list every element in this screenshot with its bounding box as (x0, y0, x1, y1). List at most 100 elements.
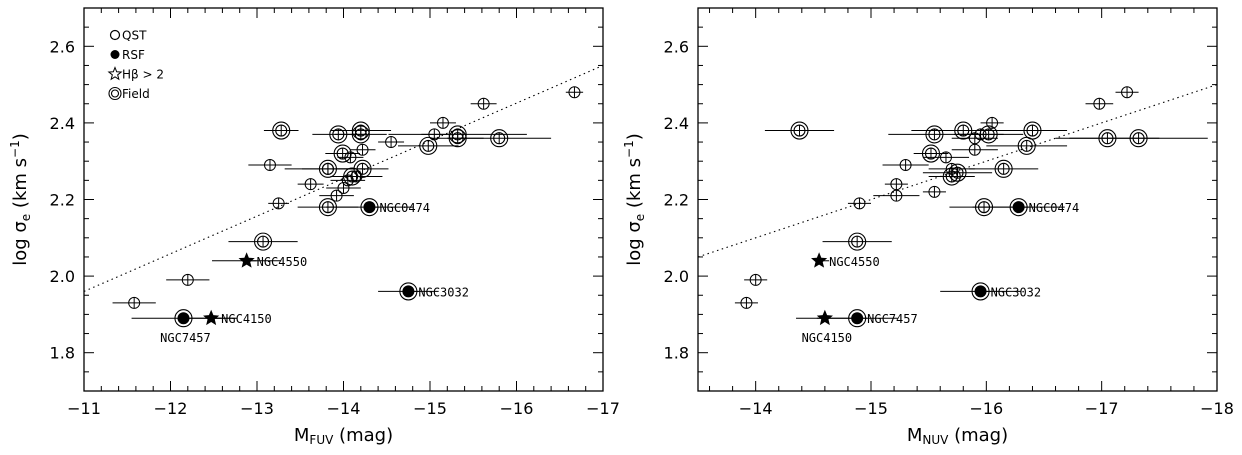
point-ngc0474: NGC0474 (972, 198, 1079, 217)
point-label: NGC0474 (379, 201, 430, 215)
point-marker-outer (790, 121, 809, 140)
data-point (565, 86, 584, 99)
point-ngc3032: NGC3032 (378, 282, 469, 301)
data-point (764, 121, 835, 140)
point-marker-outer (318, 159, 337, 178)
y-tick-label: 2.2 (50, 191, 75, 210)
point-marker-outer (490, 129, 509, 148)
legend-label: RSF (122, 48, 145, 62)
data-point (166, 273, 210, 286)
point-ngc7457: NGC7457 (131, 309, 236, 345)
data-point (112, 296, 156, 309)
y-tick-label: 2.4 (664, 114, 689, 133)
point-label: NGC3032 (418, 285, 469, 299)
point-label: NGC4550 (829, 255, 880, 269)
legend-marker-filled (110, 50, 120, 59)
data-point (470, 97, 497, 110)
left-panel-fuv: −11 −12 −13 −14 −15 −16 −17 1.8 2.0 2.2 2.4 2.6 MFUV… (8, 7, 620, 447)
data-point (297, 178, 324, 191)
y-tick-label: 1.8 (50, 344, 75, 363)
x-tick-label: −14 (739, 399, 773, 418)
point-label: NGC4150 (802, 331, 853, 345)
x-axis-label: MFUV (mag) (294, 425, 393, 447)
x-tick-label: −13 (240, 399, 274, 418)
data-point (986, 136, 1068, 155)
point-label: NGC3032 (991, 285, 1042, 299)
x-tick-label: −18 (1200, 399, 1234, 418)
data-point (430, 116, 456, 129)
data-point (822, 232, 892, 251)
point-marker-filled (1012, 201, 1025, 214)
fit-line (697, 84, 1218, 258)
data-point (884, 178, 908, 191)
legend-marker-inner (110, 89, 120, 98)
data-point (913, 144, 949, 163)
x-axis-label: MNUV (mag) (907, 425, 1008, 447)
point-marker-outer (948, 163, 967, 182)
point-marker-star (811, 252, 828, 268)
point-label: NGC7457 (867, 312, 918, 326)
point-marker-filled (363, 201, 376, 214)
y-tick-label: 2.6 (664, 37, 689, 56)
data-point (954, 125, 1024, 144)
plot-frame (697, 7, 1218, 392)
legend-label: Field (122, 87, 150, 101)
point-marker-outer (343, 167, 362, 186)
data-point (922, 185, 946, 198)
y-tick-label: 1.8 (664, 344, 689, 363)
legend-label: QST (122, 29, 147, 43)
x-tick-label: −15 (413, 399, 447, 418)
data-point (319, 189, 354, 202)
y-tick-label: 2.0 (50, 267, 75, 286)
point-marker-outer (994, 159, 1013, 178)
point-marker-outer (333, 144, 352, 163)
point-ngc4150: NGC4150 (185, 309, 272, 326)
data-point (873, 189, 920, 202)
y-axis-label: log σe (km s−1) (8, 133, 33, 266)
point-marker-filled (851, 312, 864, 325)
data-point (1085, 97, 1114, 110)
data-point (1115, 86, 1139, 99)
data-point (334, 125, 387, 144)
data-point (263, 121, 299, 140)
x-tick-label: −16 (969, 399, 1003, 418)
point-marker-star (203, 309, 220, 326)
data-point (248, 159, 292, 172)
point-marker-outer (1017, 136, 1036, 155)
data-point (326, 182, 361, 195)
point-ngc4550: NGC4550 (212, 252, 307, 269)
point-marker-filled (402, 285, 415, 298)
x-tick-label: −17 (586, 399, 620, 418)
data-point (734, 296, 758, 309)
x-tick-label: −12 (154, 399, 188, 418)
point-marker-outer (272, 121, 291, 140)
data-point (744, 273, 768, 286)
y-axis-label: log σe (km s−1) (622, 133, 647, 266)
data-point (336, 159, 389, 178)
point-ngc4550: NGC4550 (811, 252, 880, 269)
data-point (397, 136, 459, 155)
data-point (997, 121, 1068, 140)
data-point (969, 159, 1039, 178)
point-marker-filled (177, 312, 190, 325)
point-label: NGC4550 (257, 255, 308, 269)
legend-label: Hβ > 2 (122, 68, 164, 82)
legend: QST RSF Hβ > 2 Field (107, 29, 164, 101)
data-point (928, 167, 975, 186)
point-marker-outer (921, 144, 941, 163)
y-tick-label: 2.4 (50, 114, 75, 133)
data-point (268, 197, 290, 210)
point-marker-outer (351, 125, 370, 144)
legend-marker-outer (108, 86, 122, 101)
point-marker-outer (1129, 129, 1148, 148)
x-tick-label: −15 (854, 399, 888, 418)
x-tick-label: −17 (1085, 399, 1119, 418)
point-marker-outer (353, 159, 372, 178)
data-point (330, 167, 374, 186)
right-panel-nuv: −14 −15 −16 −17 −18 1.8 2.0 2.2 2.4 2.6 MNUV (mag)… (622, 7, 1234, 447)
point-marker-outer (954, 121, 973, 140)
point-marker-outer (848, 232, 867, 251)
legend-marker-star (107, 66, 123, 81)
data-point (349, 143, 376, 156)
point-label: NGC4150 (221, 312, 272, 326)
